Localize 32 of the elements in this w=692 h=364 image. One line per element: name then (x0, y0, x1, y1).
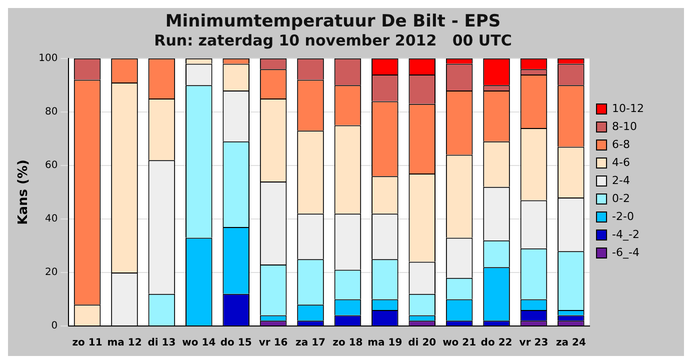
x-tick-label: wo 21 (442, 338, 476, 349)
y-tick-label: 40 (44, 214, 58, 225)
y-tick-label: 80 (44, 106, 58, 118)
chart-subtitle: Run: zaterdag 10 november 2012 00 UTC (154, 31, 512, 50)
chart-title: Minimumtemperatuur De Bilt - EPS (165, 12, 501, 32)
legend-label: 6-8 (612, 138, 630, 151)
legend-label: 0-2 (612, 192, 630, 205)
x-tick-label: ma 19 (368, 338, 402, 349)
y-tick-label: 20 (44, 267, 58, 278)
y-axis-title: Kans (%) (16, 160, 32, 225)
legend-label: -4_-2 (612, 228, 640, 241)
x-tick-label: vr 23 (519, 338, 548, 349)
x-tick-label: zo 11 (72, 338, 102, 349)
x-tick-label: wo 14 (182, 338, 216, 349)
y-tick-label: 60 (44, 160, 58, 172)
x-tick-label: ma 12 (107, 338, 142, 349)
x-tick-label: zo 18 (332, 338, 363, 349)
legend-label: 10-12 (612, 102, 644, 115)
y-tick-label: 100 (38, 52, 58, 64)
x-tick-label: do 15 (220, 338, 252, 349)
y-tick-label: 0 (51, 320, 58, 332)
x-tick-label: do 22 (480, 338, 512, 349)
x-tick-label: vr 16 (258, 338, 288, 349)
x-tick-label: di 20 (408, 338, 436, 349)
x-tick-label: za 17 (296, 338, 326, 349)
legend-label: 8-10 (612, 120, 638, 133)
x-tick-label: di 13 (148, 338, 176, 349)
legend-label: -6_-4 (612, 246, 640, 259)
x-tick-label: za 24 (556, 338, 586, 349)
legend-label: 4-6 (612, 156, 630, 169)
legend-label: 2-4 (612, 174, 630, 187)
legend-label: -2-0 (612, 210, 634, 223)
